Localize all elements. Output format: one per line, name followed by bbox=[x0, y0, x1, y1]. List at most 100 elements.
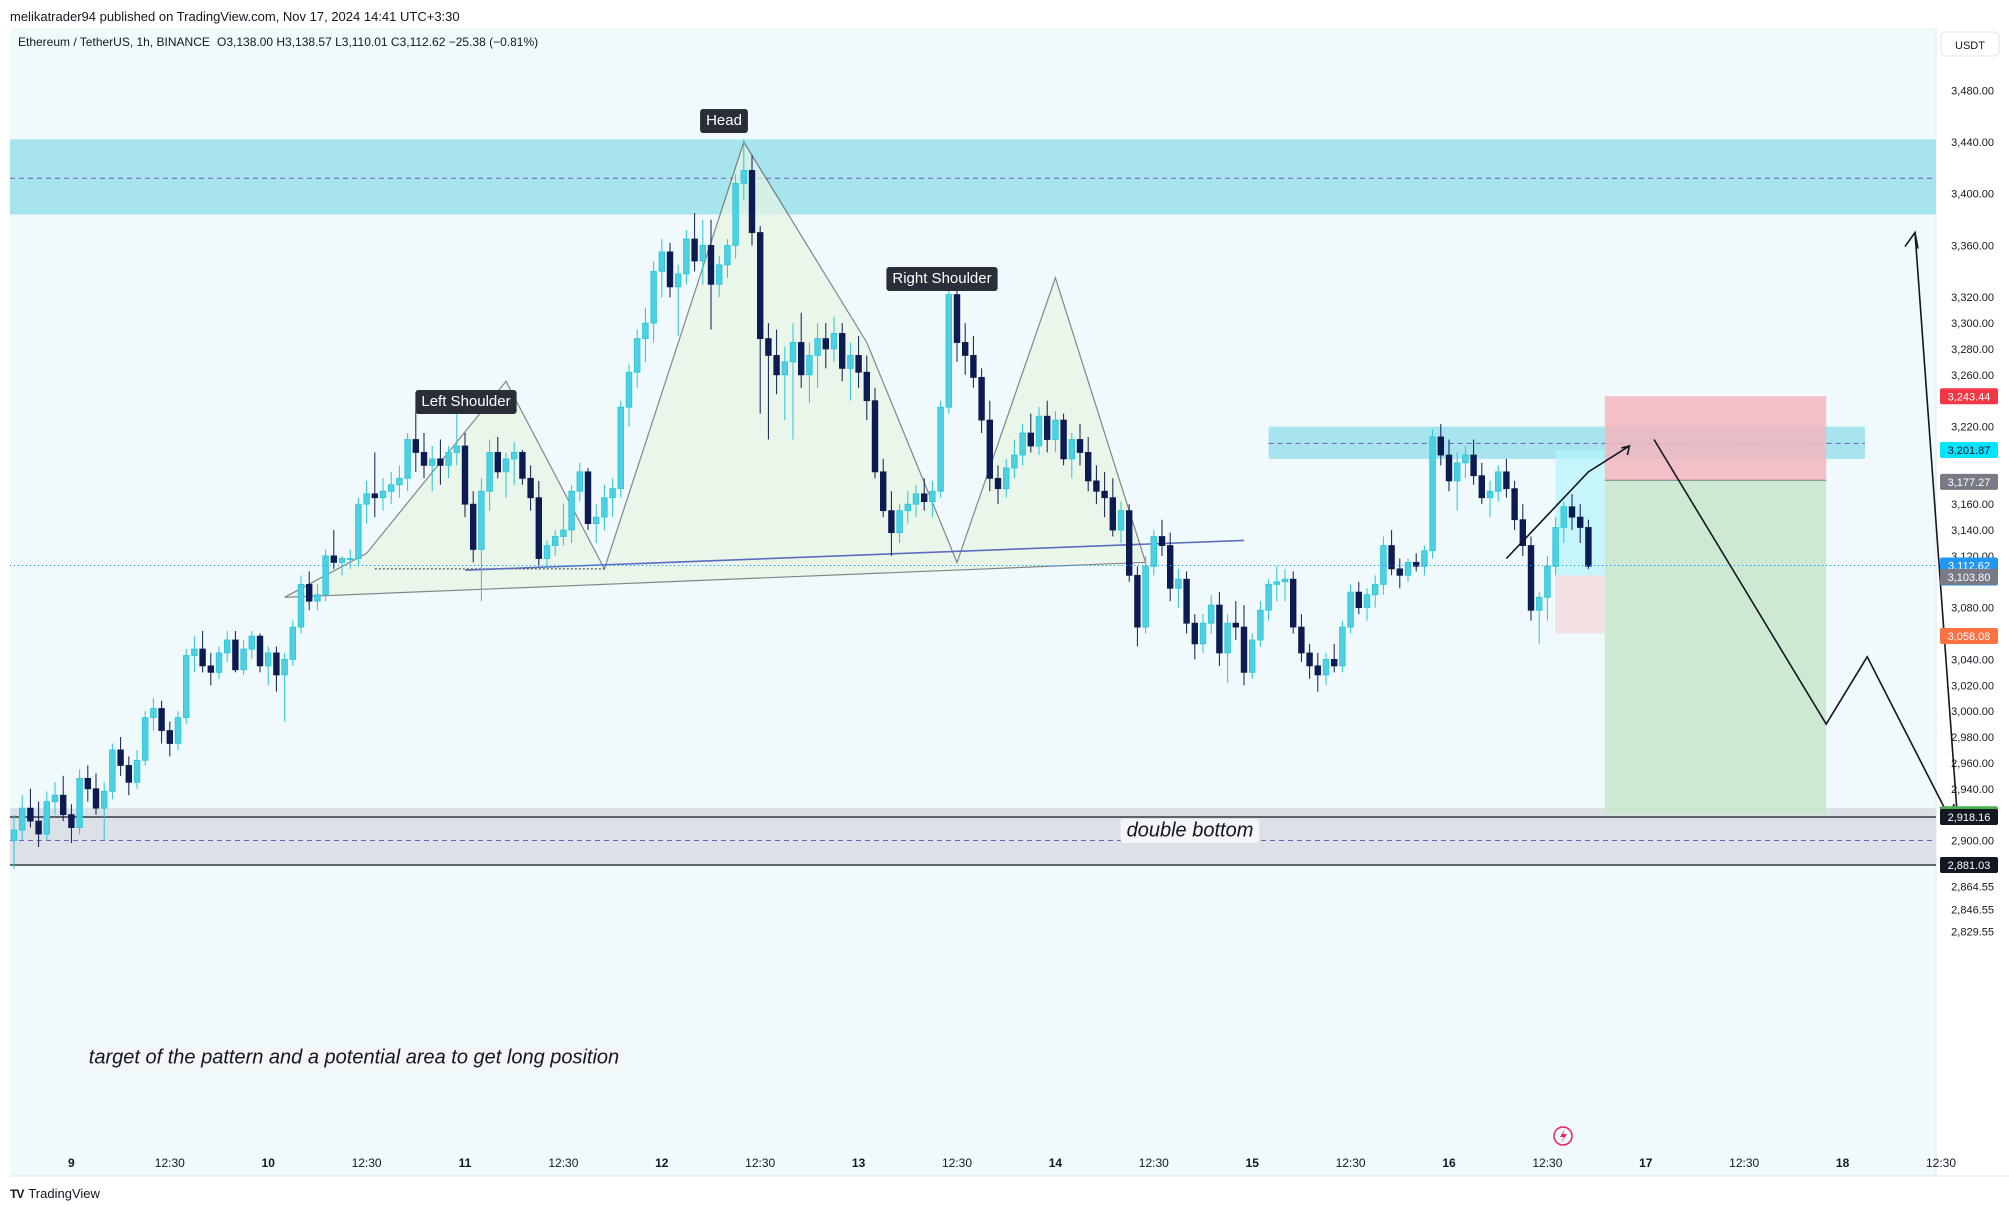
candle[interactable] bbox=[330, 530, 337, 569]
candle[interactable] bbox=[617, 400, 624, 498]
time-axis[interactable]: 12:30 9 12:30 10 12:30 11 12:30 12 12:30 13 12:30 1… bbox=[0, 1156, 2009, 1170]
candle[interactable] bbox=[486, 439, 493, 511]
candle[interactable] bbox=[101, 782, 108, 841]
candle[interactable] bbox=[322, 549, 329, 602]
candle[interactable] bbox=[560, 504, 567, 546]
candle[interactable] bbox=[978, 368, 985, 434]
candle[interactable] bbox=[945, 284, 952, 414]
candle[interactable] bbox=[765, 323, 772, 440]
candle[interactable] bbox=[207, 652, 214, 686]
candle[interactable] bbox=[691, 213, 698, 272]
candle[interactable] bbox=[133, 749, 141, 789]
candle[interactable] bbox=[68, 804, 75, 844]
candle[interactable] bbox=[666, 242, 674, 298]
candle[interactable] bbox=[880, 458, 887, 518]
candle[interactable] bbox=[1208, 594, 1215, 634]
candle[interactable] bbox=[51, 782, 59, 815]
candle[interactable] bbox=[1503, 458, 1510, 498]
candle[interactable] bbox=[773, 329, 780, 395]
candle[interactable] bbox=[658, 239, 665, 298]
candle[interactable] bbox=[625, 364, 633, 427]
candle[interactable] bbox=[822, 323, 829, 369]
candle[interactable] bbox=[174, 711, 182, 750]
candle[interactable] bbox=[92, 773, 100, 815]
candle[interactable] bbox=[1232, 601, 1239, 640]
candle[interactable] bbox=[896, 504, 903, 543]
candle[interactable] bbox=[707, 219, 715, 330]
candle[interactable] bbox=[223, 630, 231, 662]
candle[interactable] bbox=[264, 646, 272, 686]
candle[interactable] bbox=[1003, 458, 1010, 498]
candle[interactable] bbox=[289, 620, 296, 666]
candle[interactable] bbox=[502, 452, 510, 498]
candles-layer[interactable] bbox=[10, 139, 1592, 869]
candle[interactable] bbox=[1536, 592, 1543, 644]
candle[interactable] bbox=[182, 649, 190, 725]
candle[interactable] bbox=[527, 465, 534, 511]
candle[interactable] bbox=[675, 264, 682, 337]
candle[interactable] bbox=[1511, 480, 1518, 531]
candle[interactable] bbox=[1577, 504, 1584, 543]
candle[interactable] bbox=[314, 584, 321, 611]
candle[interactable] bbox=[970, 336, 977, 388]
candle[interactable] bbox=[1470, 439, 1477, 485]
candle[interactable] bbox=[1117, 501, 1125, 543]
candle[interactable] bbox=[387, 471, 395, 505]
candle[interactable] bbox=[584, 467, 592, 531]
candle[interactable] bbox=[1011, 439, 1018, 479]
candle[interactable] bbox=[1429, 429, 1436, 559]
candle[interactable] bbox=[1068, 433, 1075, 479]
candle[interactable] bbox=[305, 571, 313, 611]
candle[interactable] bbox=[199, 630, 206, 673]
candle[interactable] bbox=[1519, 504, 1526, 556]
candle[interactable] bbox=[1224, 614, 1231, 683]
candle[interactable] bbox=[125, 756, 132, 796]
candle[interactable] bbox=[1167, 532, 1174, 602]
candle[interactable] bbox=[724, 239, 731, 278]
candle[interactable] bbox=[535, 480, 542, 567]
candle[interactable] bbox=[117, 737, 124, 776]
candle[interactable] bbox=[478, 478, 485, 602]
candle[interactable] bbox=[781, 346, 788, 421]
candle[interactable] bbox=[1142, 555, 1149, 634]
candle[interactable] bbox=[396, 465, 403, 498]
candle[interactable] bbox=[552, 530, 559, 556]
candle[interactable] bbox=[60, 775, 67, 822]
candle[interactable] bbox=[1126, 504, 1133, 582]
candle[interactable] bbox=[297, 575, 305, 634]
candle[interactable] bbox=[1462, 445, 1469, 479]
candle[interactable] bbox=[601, 484, 608, 531]
candle[interactable] bbox=[1158, 519, 1166, 556]
candle[interactable] bbox=[921, 478, 928, 511]
candle[interactable] bbox=[1454, 452, 1461, 511]
candle[interactable] bbox=[1339, 620, 1346, 673]
candle[interactable] bbox=[371, 452, 378, 518]
candle[interactable] bbox=[1396, 558, 1403, 589]
candle[interactable] bbox=[912, 484, 920, 518]
candle[interactable] bbox=[1101, 471, 1108, 518]
candle[interactable] bbox=[1314, 652, 1321, 692]
candle[interactable] bbox=[798, 312, 805, 388]
candle[interactable] bbox=[1150, 530, 1157, 576]
candle[interactable] bbox=[1290, 571, 1297, 634]
candle[interactable] bbox=[568, 484, 575, 543]
candle[interactable] bbox=[576, 462, 583, 502]
candle[interactable] bbox=[1363, 588, 1371, 621]
candle[interactable] bbox=[1347, 584, 1354, 634]
currency-button[interactable]: USDT bbox=[1940, 31, 2000, 57]
candle[interactable] bbox=[789, 323, 797, 440]
candle[interactable] bbox=[519, 449, 526, 485]
price-axis[interactable]: 3,480.00 3,440.00 3,400.00 3,360.00 3,320.00… bbox=[1940, 85, 1998, 939]
candle[interactable] bbox=[1240, 605, 1248, 686]
candle[interactable] bbox=[240, 639, 247, 675]
candle[interactable] bbox=[1019, 423, 1026, 466]
candle[interactable] bbox=[1175, 568, 1182, 608]
candle[interactable] bbox=[748, 154, 756, 246]
candle[interactable] bbox=[27, 788, 34, 828]
candle[interactable] bbox=[986, 400, 993, 492]
candle[interactable] bbox=[1544, 555, 1551, 621]
candle[interactable] bbox=[732, 174, 739, 259]
candle[interactable] bbox=[379, 478, 387, 511]
candle[interactable] bbox=[699, 219, 706, 285]
